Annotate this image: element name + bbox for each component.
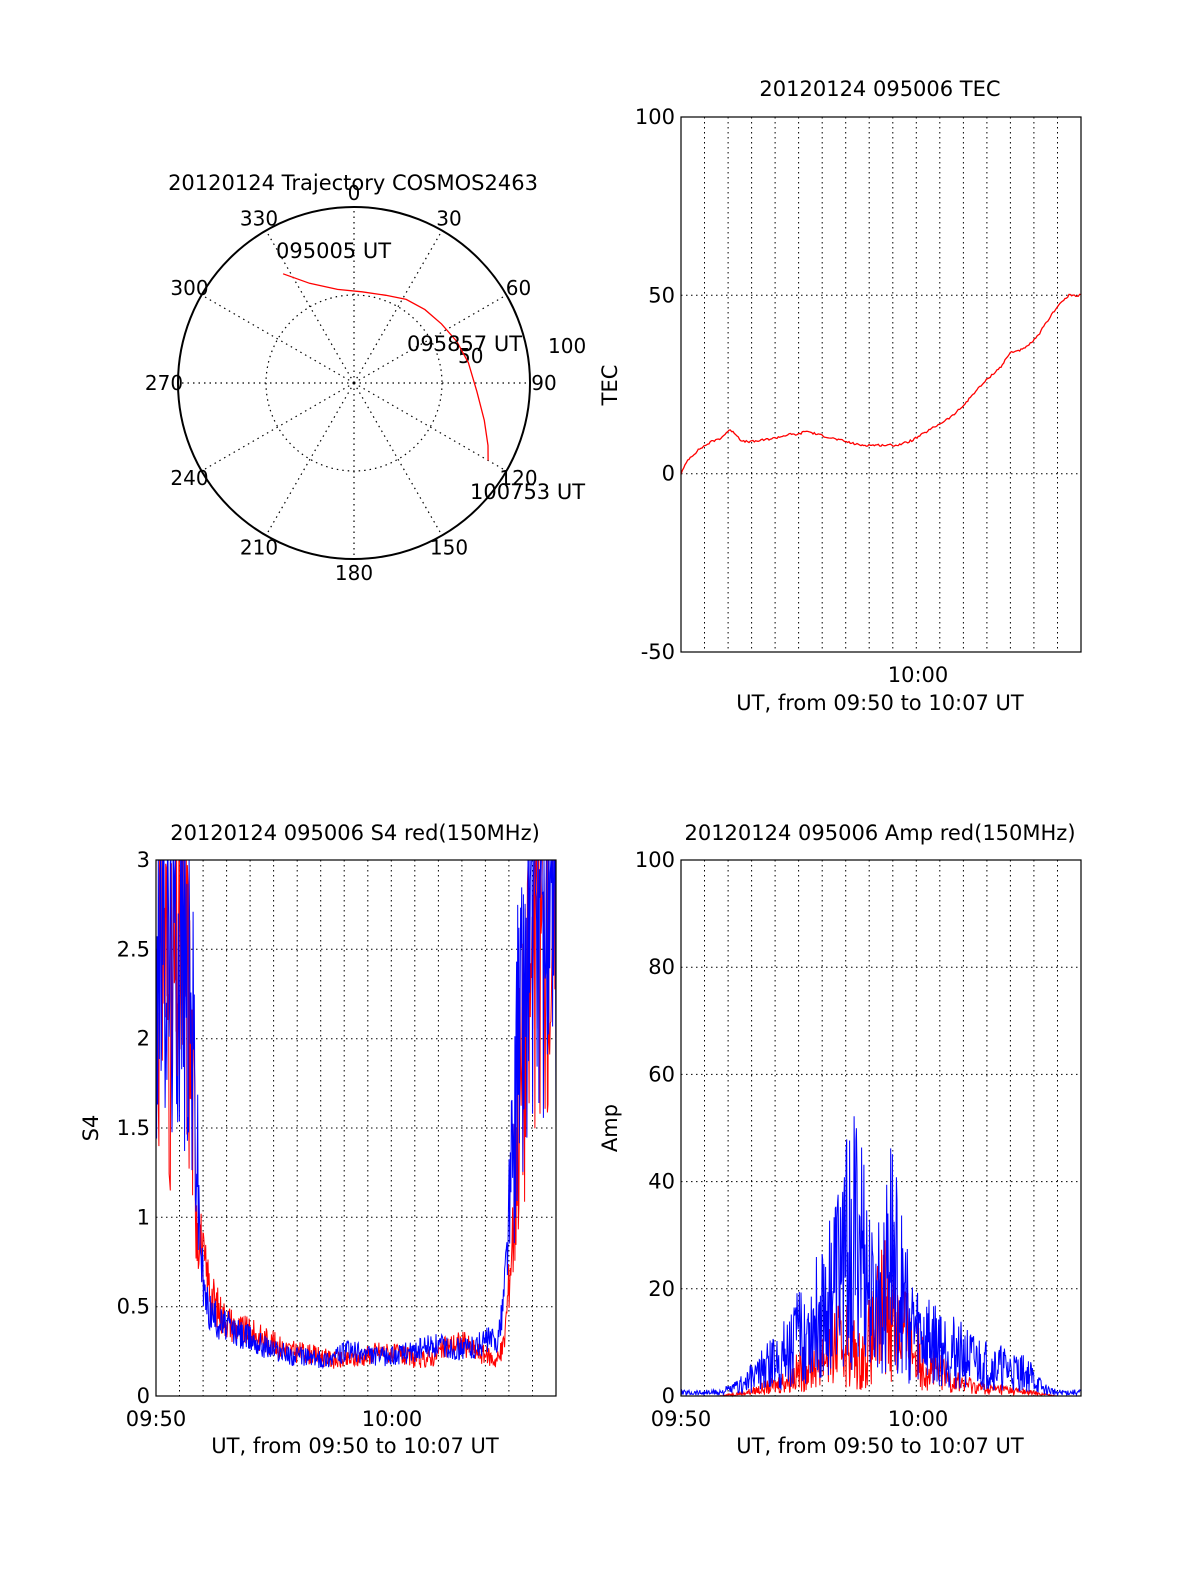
- amp-panel: 20120124 095006 Amp red(150MHz) 0 20 40 60 8…: [598, 821, 1082, 1458]
- series-line-red: [680, 293, 1082, 475]
- polar-azimuth-label: 120: [499, 466, 537, 490]
- polar-annotation-end: 100753 UT: [470, 480, 585, 504]
- series-line-blue: [155, 859, 557, 1370]
- polar-azimuth-label: 30: [436, 207, 461, 231]
- amp-y-tick-labels: 0 20 40 60 80 100: [635, 848, 675, 1408]
- polar-spoke: [265, 382, 355, 536]
- amp-y-axis-label: Amp: [598, 1104, 622, 1152]
- polar-azimuth-label: 60: [506, 276, 531, 300]
- s4-panel: 20120124 095006 S4 red(150MHz) 0 0.5 1 1.5 2…: [79, 821, 557, 1458]
- polar-spoke: [201, 382, 355, 472]
- amp-plot-frame: [680, 859, 1082, 1397]
- polar-spoke: [353, 382, 443, 536]
- y-tick-label: 50: [648, 283, 675, 307]
- amp-x-tick-1000: 10:00: [888, 1407, 949, 1431]
- y-tick-label: 2: [137, 1027, 150, 1051]
- polar-azimuth-label: 330: [240, 207, 278, 231]
- polar-azimuth-label: 270: [145, 371, 183, 395]
- y-tick-label: 1: [137, 1205, 150, 1229]
- tec-plot-frame: [680, 116, 1082, 653]
- tec-x-axis-label: UT, from 09:50 to 10:07 UT: [736, 691, 1024, 715]
- tec-panel: 20120124 095006 TEC -50 0 50 100 10:00 UT, …: [598, 77, 1082, 715]
- series-line-red: [681, 1240, 1081, 1398]
- polar-azimuth-label: 210: [240, 536, 278, 560]
- y-tick-label: 0: [137, 1384, 150, 1408]
- tec-grid: [681, 116, 1081, 653]
- polar-radial-label-100: 100: [548, 334, 586, 358]
- y-tick-label: 0: [662, 462, 675, 486]
- polar-outer-circle: [177, 206, 531, 560]
- polar-annotation-mid: 095857 UT: [407, 332, 522, 356]
- series-line-blue: [680, 1116, 1082, 1398]
- series-line-red: [155, 859, 556, 1369]
- polar-panel: 20120124 Trajectory COSMOS2463 0 30 60 90 12…: [145, 171, 586, 585]
- s4-x-tick-0950: 09:50: [126, 1407, 187, 1431]
- polar-spoke: [353, 382, 507, 472]
- polar-track-line: [282, 273, 489, 461]
- s4-plot-frame: [155, 859, 557, 1397]
- y-tick-label: 2.5: [117, 937, 150, 961]
- polar-spoke: [353, 230, 443, 384]
- s4-x-tick-1000: 10:00: [362, 1407, 423, 1431]
- polar-grid: [178, 207, 530, 559]
- s4-title: 20120124 095006 S4 red(150MHz): [170, 821, 540, 845]
- polar-azimuth-label: 300: [170, 276, 208, 300]
- y-tick-label: 3: [137, 848, 150, 872]
- y-tick-label: 0: [662, 1384, 675, 1408]
- tec-series: [680, 293, 1082, 475]
- y-tick-label: 60: [648, 1062, 675, 1086]
- s4-x-axis-label: UT, from 09:50 to 10:07 UT: [211, 1434, 499, 1458]
- polar-azimuth-label: 240: [170, 466, 208, 490]
- tec-x-tick-1000: 10:00: [888, 663, 949, 687]
- polar-spoke: [353, 294, 507, 384]
- polar-radial-label-50: 50: [458, 344, 483, 368]
- polar-spoke: [265, 230, 355, 384]
- polar-azimuth-label: 0: [348, 181, 361, 205]
- tec-y-tick-labels: -50 0 50 100: [635, 105, 675, 664]
- polar-azimuth-label: 150: [430, 536, 468, 560]
- s4-y-axis-label: S4: [79, 1115, 103, 1142]
- y-tick-label: 100: [635, 848, 675, 872]
- polar-azimuth-label: 90: [531, 371, 556, 395]
- tec-y-axis-label: TEC: [598, 365, 622, 407]
- amp-x-axis-label: UT, from 09:50 to 10:07 UT: [736, 1434, 1024, 1458]
- polar-azimuth-labels: 0 30 60 90 120 150 180 210 240 270 300 330: [145, 181, 557, 585]
- polar-annotation-start: 095005 UT: [276, 239, 391, 263]
- y-tick-label: 80: [648, 955, 675, 979]
- amp-series: [680, 1116, 1082, 1398]
- amp-x-tick-0950: 09:50: [651, 1407, 712, 1431]
- amp-title: 20120124 095006 Amp red(150MHz): [684, 821, 1075, 845]
- y-tick-label: -50: [641, 640, 675, 664]
- s4-y-tick-labels: 0 0.5 1 1.5 2 2.5 3: [117, 848, 150, 1408]
- y-tick-label: 100: [635, 105, 675, 129]
- y-tick-label: 40: [648, 1170, 675, 1194]
- y-tick-label: 0.5: [117, 1295, 150, 1319]
- polar-title: 20120124 Trajectory COSMOS2463: [168, 171, 538, 195]
- y-tick-label: 1.5: [117, 1116, 150, 1140]
- polar-azimuth-label: 180: [335, 561, 373, 585]
- s4-series: [155, 859, 557, 1370]
- y-tick-label: 20: [648, 1277, 675, 1301]
- tec-title: 20120124 095006 TEC: [759, 77, 1000, 101]
- polar-spoke: [201, 294, 355, 384]
